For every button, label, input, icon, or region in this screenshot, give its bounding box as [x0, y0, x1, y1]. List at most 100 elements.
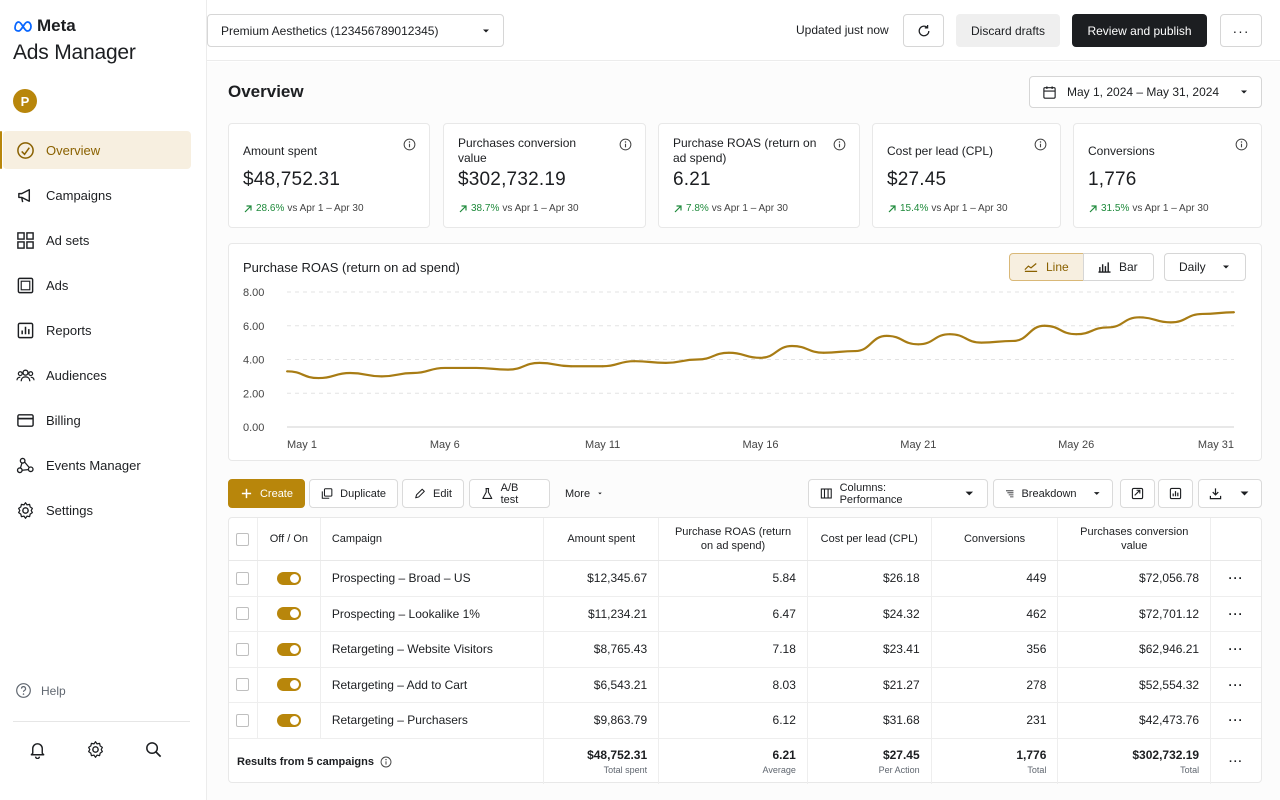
kpi-card-amount-spent[interactable]: Amount spent $48,752.31 28.6% vs Apr 1 – … [228, 123, 430, 228]
cpl-cell: $24.32 [808, 596, 932, 631]
conversions-cell: 278 [932, 667, 1059, 702]
date-range-picker[interactable]: May 1, 2024 – May 31, 2024 [1029, 76, 1262, 108]
bell-icon[interactable] [28, 740, 47, 759]
avatar[interactable]: P [13, 89, 37, 113]
header-campaign[interactable]: Campaign [321, 518, 545, 560]
refresh-button[interactable] [903, 14, 944, 47]
discard-drafts-button[interactable]: Discard drafts [956, 14, 1060, 47]
info-icon[interactable] [403, 138, 416, 151]
header-purchase-roas[interactable]: Purchase ROAS (return on ad spend) [659, 518, 808, 560]
interval-selector[interactable]: Daily [1164, 253, 1246, 281]
gear-icon[interactable] [86, 740, 105, 759]
table-row[interactable]: Prospecting – Broad – US $12,345.67 5.84… [229, 561, 1261, 597]
row-checkbox[interactable] [236, 678, 250, 692]
header-purchases-conversion-value[interactable]: Purchases conversion value [1058, 518, 1212, 560]
sidebar-item-events-manager[interactable]: Events Manager [3, 446, 191, 484]
conversions-cell: 449 [932, 561, 1059, 596]
sidebar-item-settings[interactable]: Settings [3, 491, 191, 529]
account-selector[interactable]: Premium Aesthetics (123456789012345) [207, 14, 504, 47]
table-row[interactable]: Retargeting – Purchasers $9,863.79 6.12 … [229, 703, 1261, 739]
sidebar-item-ad-sets[interactable]: Ad sets [3, 221, 191, 259]
header-amount-spent[interactable]: Amount spent [544, 518, 660, 560]
campaign-toggle[interactable] [276, 607, 301, 621]
chevron-down-icon [965, 491, 974, 496]
search-icon[interactable] [144, 740, 163, 759]
ab-test-button[interactable]: A/B test [469, 479, 550, 508]
kpi-value: $48,752.31 [243, 169, 341, 190]
row-more-button[interactable]: ··· [1228, 713, 1244, 728]
main-content: Overview May 1, 2024 – May 31, 2024 Amou… [207, 62, 1280, 800]
sidebar-item-overview[interactable]: Overview [0, 131, 191, 169]
row-checkbox[interactable] [236, 571, 250, 585]
campaign-name[interactable]: Retargeting – Add to Cart [321, 667, 545, 702]
campaign-toggle[interactable] [276, 571, 301, 585]
sidebar-item-billing[interactable]: Billing [3, 401, 191, 439]
campaign-name[interactable]: Prospecting – Lookalike 1% [321, 596, 545, 631]
info-icon[interactable] [1235, 138, 1248, 151]
review-and-publish-button[interactable]: Review and publish [1072, 14, 1207, 47]
duplicate-button[interactable]: Duplicate [309, 479, 398, 508]
header-conversions[interactable]: Conversions [932, 518, 1059, 560]
footer-cpl-cell: $27.45 Per Action [808, 739, 932, 784]
columns-selector[interactable]: Columns: Performance [808, 479, 988, 508]
row-checkbox[interactable] [236, 642, 250, 656]
info-icon[interactable] [619, 138, 632, 151]
campaign-name[interactable]: Retargeting – Purchasers [321, 703, 545, 738]
table-row[interactable]: Prospecting – Lookalike 1% $11,234.21 6.… [229, 596, 1261, 632]
kpi-card-cost-per-lead[interactable]: Cost per lead (CPL) $27.45 15.4% vs Apr 1… [872, 123, 1061, 228]
header-cost-per-lead[interactable]: Cost per lead (CPL) [808, 518, 932, 560]
sidebar-item-reports[interactable]: Reports [3, 311, 191, 349]
footer-more-button[interactable]: ··· [1229, 755, 1244, 768]
sidebar-item-audiences[interactable]: Audiences [3, 356, 191, 394]
chevron-down-icon [483, 29, 489, 32]
info-icon[interactable] [380, 756, 392, 768]
roas-cell: 8.03 [659, 667, 808, 702]
more-actions-button[interactable]: More [554, 479, 614, 508]
roas-data-point [412, 372, 415, 374]
campaign-toggle[interactable] [276, 642, 301, 656]
table-row[interactable]: Retargeting – Add to Cart $6,543.21 8.03… [229, 667, 1261, 703]
campaign-toggle[interactable] [276, 713, 301, 727]
row-checkbox-cell [229, 703, 258, 738]
footer-pcv-sub: Total [1180, 765, 1200, 775]
kpi-card-purchase-roas[interactable]: Purchase ROAS (return on ad spend) 6.21 … [658, 123, 860, 228]
roas-data-point [822, 351, 825, 354]
row-checkbox[interactable] [236, 607, 250, 621]
sidebar-item-label: Ads [46, 277, 69, 293]
export-button[interactable] [1198, 479, 1262, 508]
kpi-card-conversions[interactable]: Conversions 1,776 31.5% vs Apr 1 – Apr 30 [1073, 123, 1262, 228]
campaign-name[interactable]: Prospecting – Broad – US [321, 561, 545, 596]
kpi-delta: 38.7% vs Apr 1 – Apr 30 [458, 203, 631, 214]
select-all-checkbox[interactable] [236, 532, 250, 546]
more-options-button[interactable]: ··· [1220, 14, 1262, 47]
campaign-name[interactable]: Retargeting – Website Visitors [321, 632, 545, 667]
table-row[interactable]: Retargeting – Website Visitors $8,765.43… [229, 632, 1261, 668]
row-more-button[interactable]: ··· [1228, 677, 1244, 692]
breakdown-selector[interactable]: Breakdown [993, 479, 1113, 508]
megaphone-icon [18, 188, 31, 202]
updated-status: Updated just now [796, 23, 889, 37]
row-more-button[interactable]: ··· [1228, 571, 1244, 586]
reports-button[interactable] [1158, 479, 1193, 508]
roas-cell: 7.18 [659, 632, 808, 667]
bar-view-button[interactable]: Bar [1083, 253, 1154, 281]
info-icon[interactable] [833, 138, 846, 151]
meta-infinity-icon [14, 21, 32, 32]
edit-button[interactable]: Edit [402, 479, 464, 508]
roas-data-point [286, 370, 288, 373]
kpi-value: 6.21 [673, 169, 711, 190]
sidebar-item-ads[interactable]: Ads [3, 266, 191, 304]
create-button[interactable]: Create [228, 479, 305, 508]
kpi-card-purchases-conversion-value[interactable]: Purchases conversion value $302,732.19 3… [443, 123, 646, 228]
meta-logo[interactable]: Meta [13, 16, 136, 36]
row-more-button[interactable]: ··· [1228, 606, 1244, 621]
line-view-button[interactable]: Line [1009, 253, 1084, 281]
help-link[interactable]: Help [15, 682, 66, 699]
select-all-cell [229, 518, 258, 560]
compare-button[interactable] [1120, 479, 1155, 508]
row-checkbox[interactable] [236, 713, 250, 727]
info-icon[interactable] [1034, 138, 1047, 151]
campaign-toggle[interactable] [276, 678, 301, 692]
sidebar-item-campaigns[interactable]: Campaigns [3, 176, 191, 214]
row-more-button[interactable]: ··· [1228, 642, 1244, 657]
